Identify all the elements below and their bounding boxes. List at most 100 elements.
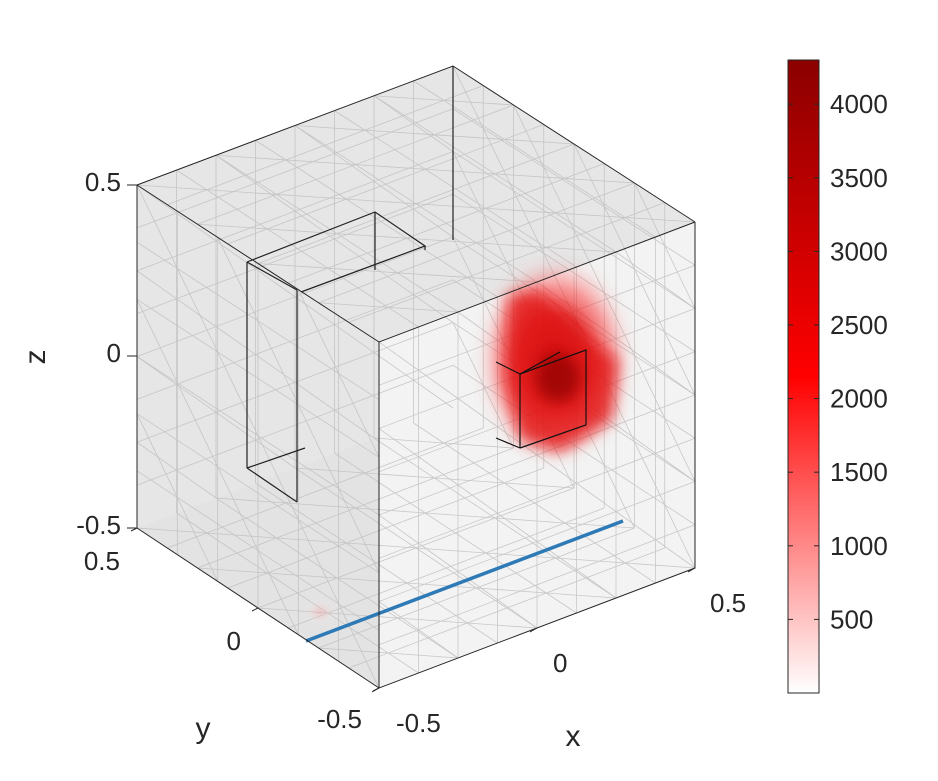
y-tick-0.5: 0.5 (84, 546, 120, 576)
mesh-line (415, 203, 486, 209)
mesh-line (603, 206, 635, 270)
mesh-line (255, 354, 296, 383)
mesh-line (664, 418, 696, 482)
mesh-line (485, 552, 556, 559)
mesh-line (418, 369, 459, 399)
mesh-line (397, 272, 468, 278)
mesh-line (664, 504, 696, 569)
mesh-line (564, 178, 635, 184)
axis-tick-marks (127, 184, 696, 693)
colorbar-ticks: 500 1000 1500 2000 2500 3000 3500 4000 (788, 89, 888, 634)
mesh-line (336, 577, 407, 584)
mesh-line (318, 302, 389, 308)
mesh-line (413, 379, 454, 409)
mesh-line (378, 437, 696, 559)
x-tick-neg0.5: -0.5 (396, 708, 441, 738)
mesh-line (555, 557, 626, 564)
mesh-line (397, 617, 468, 624)
mesh-line (434, 477, 505, 484)
mesh-line (136, 527, 207, 534)
mesh-line (197, 567, 268, 574)
mesh-line (217, 237, 259, 322)
mesh-line (136, 364, 454, 486)
mesh-line (217, 351, 259, 436)
mesh-line (336, 233, 407, 239)
mesh-line (504, 482, 575, 489)
mesh-line (348, 547, 665, 669)
mesh-line (276, 194, 347, 200)
mesh-line (425, 168, 496, 175)
mesh-line (215, 240, 256, 270)
z-axis-label: z (19, 350, 52, 365)
mesh-line (378, 601, 419, 631)
colorbar: 500 1000 1500 2000 2500 3000 3500 4000 (787, 59, 888, 694)
mesh-line (294, 382, 335, 411)
mesh-line (338, 603, 380, 689)
mesh-line (497, 512, 538, 542)
mesh-line (413, 422, 656, 584)
mesh-line (176, 212, 217, 242)
mesh-line (615, 424, 656, 454)
mesh-line (197, 223, 268, 230)
mesh-line (378, 524, 696, 646)
mesh-line (546, 247, 617, 253)
mesh-line (334, 110, 577, 268)
mesh-line (413, 208, 454, 238)
mesh-line (334, 153, 375, 182)
mesh-line (655, 366, 696, 396)
mesh-line (176, 384, 217, 413)
mesh-line (364, 472, 435, 479)
colorbar-tick-label: 4000 (830, 89, 888, 119)
mesh-line (378, 514, 419, 544)
mesh-line (176, 469, 217, 499)
mesh-line (625, 217, 696, 223)
mesh-line (664, 331, 696, 396)
heat-center (536, 354, 580, 402)
mesh-line (297, 289, 340, 374)
mesh-line (467, 622, 538, 629)
mesh-line (136, 441, 177, 471)
mesh-line (564, 522, 635, 529)
x-tick-0.5: 0.5 (710, 588, 746, 618)
mesh-line (355, 507, 426, 514)
colorbar-tick-label: 2500 (830, 310, 888, 340)
mesh-line (413, 123, 454, 152)
mesh-line (576, 482, 617, 512)
mesh-line (217, 466, 259, 551)
colorbar-tick-label: 1000 (830, 531, 888, 561)
z-tick-0: 0 (107, 338, 121, 368)
mesh-line (413, 294, 454, 323)
mesh-line (136, 184, 207, 191)
mesh-line (378, 428, 419, 458)
mesh-line (418, 456, 459, 486)
mesh-line (418, 542, 459, 572)
mesh-line (615, 511, 656, 541)
mesh-line (257, 320, 299, 405)
x-tick-0: 0 (553, 648, 567, 678)
mesh-line (355, 164, 426, 170)
mesh-line (485, 207, 556, 214)
colorbar-tick-label: 3500 (830, 163, 888, 193)
mesh-line (206, 189, 277, 195)
mesh-line (257, 550, 299, 635)
colorbar-gradient (787, 59, 820, 694)
mesh-line (288, 163, 605, 284)
heat-faint-spot (302, 598, 338, 626)
mesh-line (136, 299, 178, 384)
mesh-line (482, 213, 514, 277)
mesh-line (276, 537, 347, 544)
mesh-line (603, 464, 635, 529)
mesh-line (297, 404, 340, 489)
mesh-line (476, 242, 547, 248)
y-tick-0: 0 (227, 626, 241, 656)
mesh-line (327, 267, 398, 274)
mesh-line (373, 437, 444, 444)
mesh-line (615, 251, 656, 281)
mesh-line (136, 279, 454, 400)
mesh-line (215, 154, 286, 161)
mesh-line (373, 352, 414, 381)
mesh-line (297, 519, 340, 604)
mesh-line (334, 324, 375, 353)
colorbar-tick-label: 1500 (830, 457, 888, 487)
